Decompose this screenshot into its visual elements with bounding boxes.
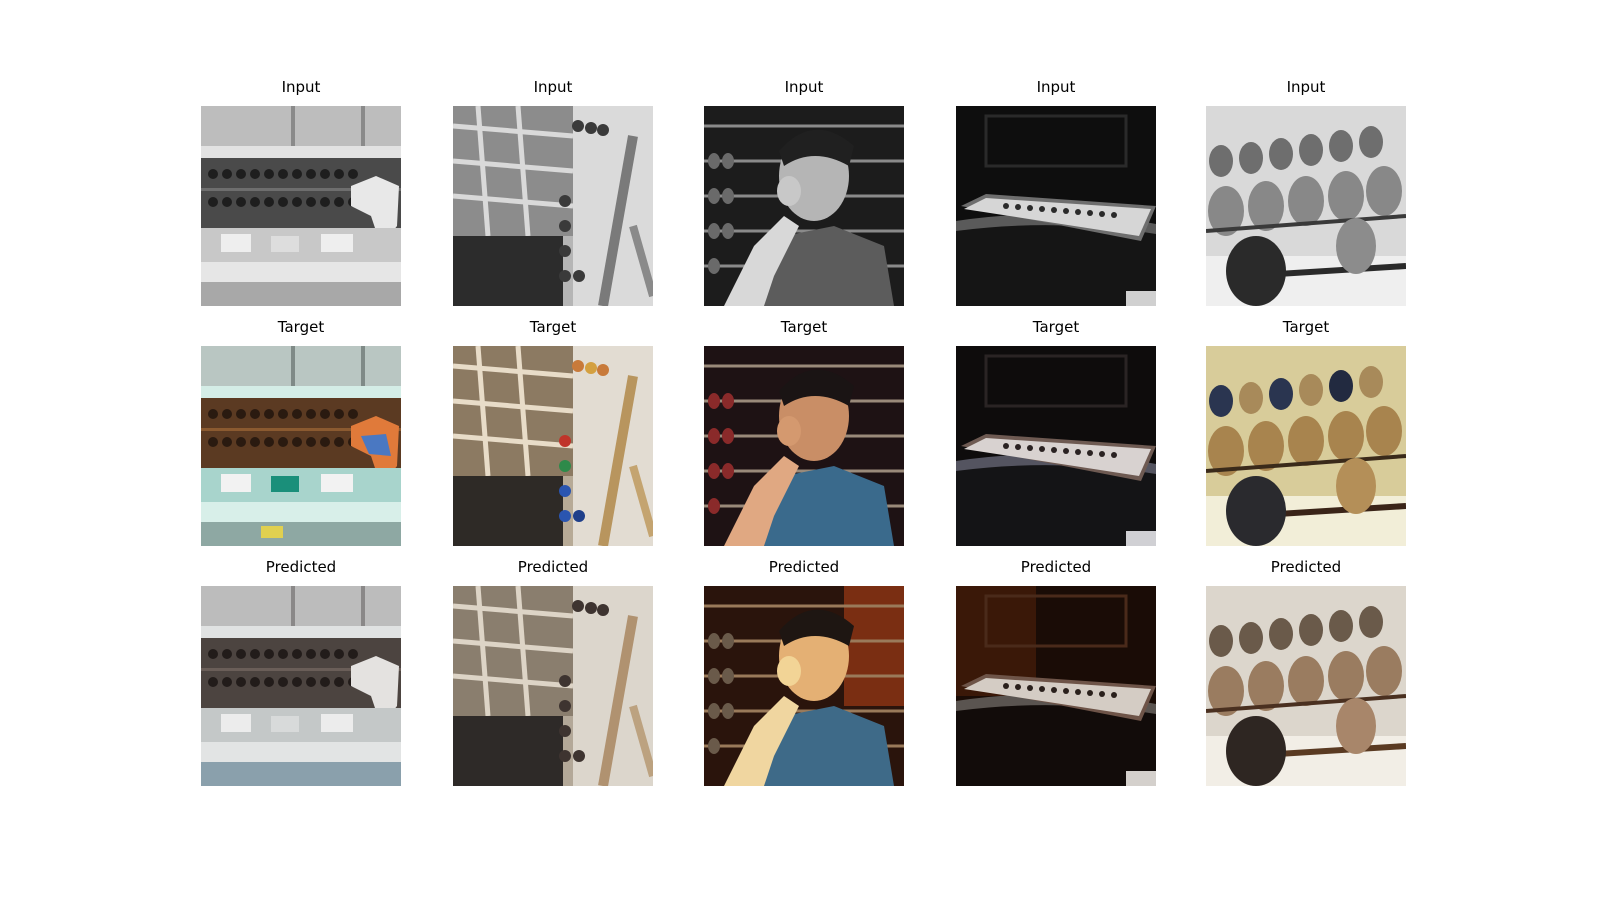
image-target-abacus-on-table [956,346,1156,546]
cell-predicted-4: Predicted [956,556,1156,786]
image-input-abacus-beads-closeup [1206,106,1406,306]
cell-target-3: Target [704,316,904,546]
panel-title: Predicted [1270,558,1342,576]
panel-title: Input [1036,78,1076,96]
cell-target-4: Target [956,316,1156,546]
image-input-child-with-abacus [453,106,653,306]
image-target-man-with-abacus [704,346,904,546]
image-target-abacus-beads-closeup [1206,346,1406,546]
panel-title: Target [780,318,828,336]
image-target-abacus-display-case [201,346,401,546]
panel-title: Predicted [1020,558,1092,576]
image-target-child-with-abacus [453,346,653,546]
cell-predicted-1: Predicted [201,556,401,786]
cell-input-4: Input [956,76,1156,306]
cell-input-1: Input [201,76,401,306]
cell-predicted-3: Predicted [704,556,904,786]
image-predicted-man-with-abacus [704,586,904,786]
panel-title: Input [533,78,573,96]
image-predicted-child-with-abacus [453,586,653,786]
cell-target-1: Target [201,316,401,546]
panel-title: Input [1286,78,1326,96]
cell-target-5: Target [1206,316,1406,546]
panel-title: Input [281,78,321,96]
cell-input-3: Input [704,76,904,306]
cell-input-5: Input [1206,76,1406,306]
cell-predicted-5: Predicted [1206,556,1406,786]
image-input-man-with-abacus [704,106,904,306]
panel-title: Target [277,318,325,336]
panel-title: Predicted [768,558,840,576]
cell-target-2: Target [453,316,653,546]
image-input-abacus-display-case [201,106,401,306]
image-predicted-abacus-on-table [956,586,1156,786]
panel-title: Target [529,318,577,336]
image-predicted-abacus-display-case [201,586,401,786]
panel-title: Target [1282,318,1330,336]
panel-title: Target [1032,318,1080,336]
cell-input-2: Input [453,76,653,306]
panel-title: Input [784,78,824,96]
image-predicted-abacus-beads-closeup [1206,586,1406,786]
panel-title: Predicted [517,558,589,576]
cell-predicted-2: Predicted [453,556,653,786]
image-input-abacus-on-table [956,106,1156,306]
panel-title: Predicted [265,558,337,576]
